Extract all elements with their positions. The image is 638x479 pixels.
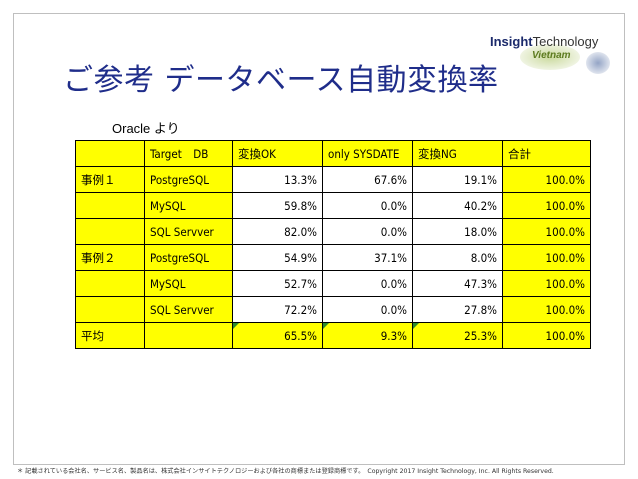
row-total: 100.0% [502,166,591,193]
average-label: 平均 [75,322,145,349]
row-group: 事例１ [75,166,145,193]
row-only-sysdate: 67.6% [322,166,413,193]
table-row: 事例１ PostgreSQL 13.3% 67.6% 19.1% 100.0% [75,166,591,193]
header-group [75,140,145,167]
row-ok: 59.8% [232,192,323,219]
table-row: MySQL 59.8% 0.0% 40.2% 100.0% [75,192,591,219]
row-ok: 52.7% [232,270,323,297]
row-total: 100.0% [502,296,591,323]
table-row: 事例２ PostgreSQL 54.9% 37.1% 8.0% 100.0% [75,244,591,271]
row-target-db: PostgreSQL [144,166,233,193]
row-group [75,218,145,245]
logo-brand: InsightTechnology [490,34,599,49]
row-total: 100.0% [502,244,591,271]
slide-title: ご参考 データベース自動変換率 [63,63,499,98]
average-only-sysdate: 9.3% [322,322,413,349]
row-only-sysdate: 37.1% [322,244,413,271]
logo-globe [586,52,610,74]
formula-marker-icon [413,323,419,329]
conversion-rate-table: Target DB 変換OK only SYSDATE 変換NG 合計 事例１ … [75,140,591,349]
row-ng: 18.0% [412,218,503,245]
logo-country: Vietnam [532,50,571,61]
row-total: 100.0% [502,270,591,297]
formula-marker-icon [323,323,329,329]
row-only-sysdate: 0.0% [322,218,413,245]
row-ng: 40.2% [412,192,503,219]
logo-swirl [520,44,580,70]
header-target-db: Target DB [144,140,233,167]
copyright-footer: ＊ 記載されている会社名、サービス名、製品名は、株式会社インサイトテクノロジーお… [17,468,554,475]
company-logo: InsightTechnology Vietnam [490,34,610,74]
header-total: 合計 [502,140,591,167]
average-ok: 65.5% [232,322,323,349]
row-only-sysdate: 0.0% [322,296,413,323]
row-target-db: MySQL [144,192,233,219]
row-group [75,296,145,323]
table-row: SQL Servver 82.0% 0.0% 18.0% 100.0% [75,218,591,245]
row-target-db: SQL Servver [144,296,233,323]
average-ng: 25.3% [412,322,503,349]
average-total: 100.0% [502,322,591,349]
row-ok: 54.9% [232,244,323,271]
table-row: MySQL 52.7% 0.0% 47.3% 100.0% [75,270,591,297]
row-target-db: PostgreSQL [144,244,233,271]
row-only-sysdate: 0.0% [322,192,413,219]
row-group [75,270,145,297]
row-ok: 13.3% [232,166,323,193]
formula-marker-icon [233,323,239,329]
header-ok: 変換OK [232,140,323,167]
table-header-row: Target DB 変換OK only SYSDATE 変換NG 合計 [75,140,591,167]
row-only-sysdate: 0.0% [322,270,413,297]
row-target-db: SQL Servver [144,218,233,245]
average-row: 平均 65.5% 9.3% 25.3% 100.0% [75,322,591,349]
row-group [75,192,145,219]
row-target-db: MySQL [144,270,233,297]
slide-frame [13,13,625,465]
row-ng: 8.0% [412,244,503,271]
row-total: 100.0% [502,192,591,219]
row-ng: 19.1% [412,166,503,193]
header-only-sysdate: only SYSDATE [322,140,413,167]
average-target-db [144,322,233,349]
row-ok: 82.0% [232,218,323,245]
row-ng: 27.8% [412,296,503,323]
table-row: SQL Servver 72.2% 0.0% 27.8% 100.0% [75,296,591,323]
slide-subtitle: Oracle より [112,121,180,136]
row-ng: 47.3% [412,270,503,297]
header-ng: 変換NG [412,140,503,167]
row-total: 100.0% [502,218,591,245]
row-group: 事例２ [75,244,145,271]
row-ok: 72.2% [232,296,323,323]
